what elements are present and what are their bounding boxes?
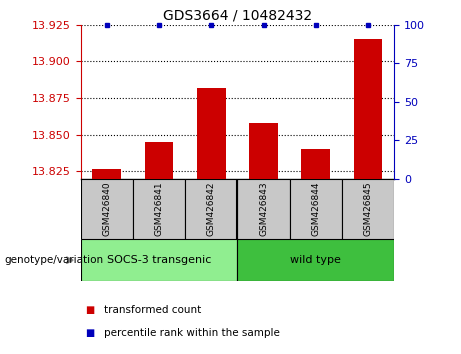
Bar (92, 169, 121, 179)
Bar (145, 142, 173, 179)
Text: transformed count: transformed count (104, 305, 201, 315)
Bar (133, 179, 185, 239)
Text: ■: ■ (85, 328, 95, 338)
Text: ■: ■ (85, 305, 95, 315)
Text: GSM426843: GSM426843 (259, 182, 268, 236)
Bar (237, 179, 290, 239)
Bar (185, 179, 237, 239)
Bar (81, 179, 133, 239)
Bar (249, 123, 278, 179)
Text: wild type: wild type (290, 255, 341, 265)
Bar (197, 88, 226, 179)
Text: GSM426842: GSM426842 (207, 182, 216, 236)
Text: GSM426840: GSM426840 (102, 182, 111, 236)
Bar (342, 179, 394, 239)
Bar (290, 179, 342, 239)
Text: genotype/variation: genotype/variation (5, 255, 104, 265)
Bar (354, 39, 382, 179)
Text: SOCS-3 transgenic: SOCS-3 transgenic (107, 255, 211, 265)
Text: percentile rank within the sample: percentile rank within the sample (104, 328, 280, 338)
Text: GSM426845: GSM426845 (364, 182, 372, 236)
Bar (301, 149, 330, 179)
Text: GSM426844: GSM426844 (311, 182, 320, 236)
Bar (237, 239, 394, 281)
Title: GDS3664 / 10482432: GDS3664 / 10482432 (163, 8, 312, 22)
Bar (81, 239, 237, 281)
Text: GSM426841: GSM426841 (154, 182, 164, 236)
